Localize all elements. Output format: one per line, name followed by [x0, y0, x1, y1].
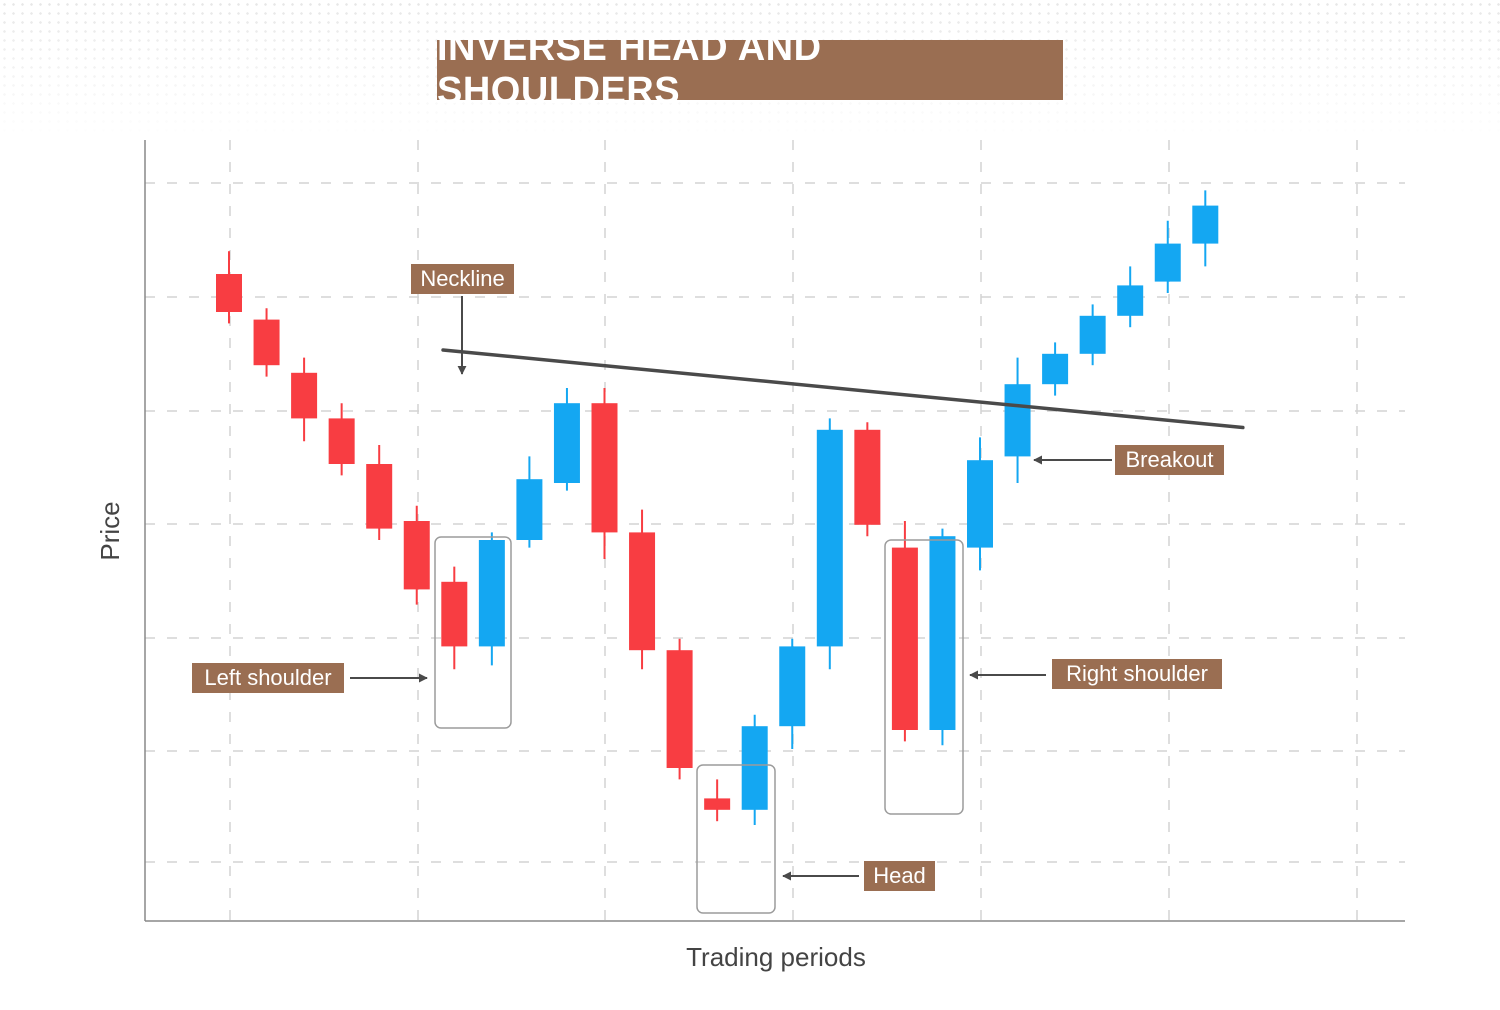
bullish-candle: [779, 638, 806, 749]
bearish-candle: [704, 779, 731, 822]
candle-body: [291, 372, 318, 419]
bearish-candle: [891, 521, 918, 742]
bullish-candle: [1192, 190, 1219, 267]
left-shoulder-label: Left shoulder: [204, 665, 331, 690]
candle-body: [366, 464, 393, 529]
bearish-candle: [403, 505, 430, 605]
bullish-candle: [929, 528, 956, 746]
x-axis-label: Trading periods: [686, 942, 866, 972]
candle-body: [1042, 353, 1069, 385]
head-label: Head: [873, 863, 926, 888]
candle-body: [929, 536, 956, 730]
bullish-candle: [1117, 266, 1144, 328]
candle-body: [854, 429, 881, 525]
candle-body: [741, 726, 768, 810]
neckline-label: Neckline: [420, 266, 504, 291]
candle-body: [403, 521, 430, 590]
head-box: [696, 764, 776, 914]
bearish-candle: [216, 251, 242, 324]
candle-body: [1154, 243, 1181, 282]
y-axis-label: Price: [95, 501, 125, 560]
candle-body: [816, 429, 843, 647]
right-shoulder-label: Right shoulder: [1066, 661, 1208, 686]
bullish-candle: [1004, 357, 1031, 483]
candle-body: [516, 479, 543, 540]
left-shoulder-box: [434, 536, 512, 729]
bearish-candle: [291, 357, 318, 442]
right-shoulder-box: [884, 539, 964, 815]
candle-body: [967, 460, 993, 548]
breakout-annotation: Breakout: [1115, 445, 1224, 475]
candle-body: [891, 547, 918, 730]
bullish-candle: [741, 714, 768, 825]
candle-body: [666, 650, 693, 768]
head-annotation: Head: [864, 861, 935, 891]
candle-body: [629, 532, 656, 651]
bullish-candle: [1154, 220, 1181, 293]
right-shoulder-annotation: Right shoulder: [1052, 659, 1222, 689]
bearish-candle: [666, 638, 693, 780]
candle-body: [216, 274, 242, 312]
candles: [216, 190, 1219, 825]
left-shoulder-annotation: Left shoulder: [192, 663, 344, 693]
bullish-candle: [816, 418, 843, 670]
bullish-candle: [1042, 342, 1069, 396]
chart-title: INVERSE HEAD AND SHOULDERS: [437, 27, 1063, 112]
bullish-candle: [1079, 304, 1106, 366]
bearish-candle: [591, 388, 618, 559]
bullish-candle: [967, 437, 993, 571]
breakout-label: Breakout: [1125, 447, 1213, 472]
candle-body: [441, 581, 468, 647]
candle-body: [1079, 315, 1106, 354]
candle-body: [478, 540, 505, 647]
candle-body: [591, 403, 618, 533]
candle-body: [328, 418, 355, 464]
bearish-candle: [366, 445, 393, 540]
candle-body: [779, 646, 806, 727]
bearish-candle: [629, 509, 656, 670]
bearish-candle: [441, 566, 468, 670]
candle-body: [1117, 285, 1144, 316]
neckline: [441, 348, 1245, 430]
bullish-candle: [516, 456, 543, 548]
bullish-candle: [553, 388, 580, 491]
bearish-candle: [253, 308, 280, 377]
bullish-candle: [478, 532, 505, 666]
bearish-candle: [854, 422, 881, 537]
candle-body: [704, 798, 731, 810]
neckline-annotation: Neckline: [411, 264, 514, 294]
candle-body: [553, 403, 580, 483]
candle-body: [1004, 384, 1031, 457]
bearish-candle: [328, 403, 355, 476]
candle-body: [253, 319, 280, 366]
candle-body: [1192, 205, 1219, 244]
